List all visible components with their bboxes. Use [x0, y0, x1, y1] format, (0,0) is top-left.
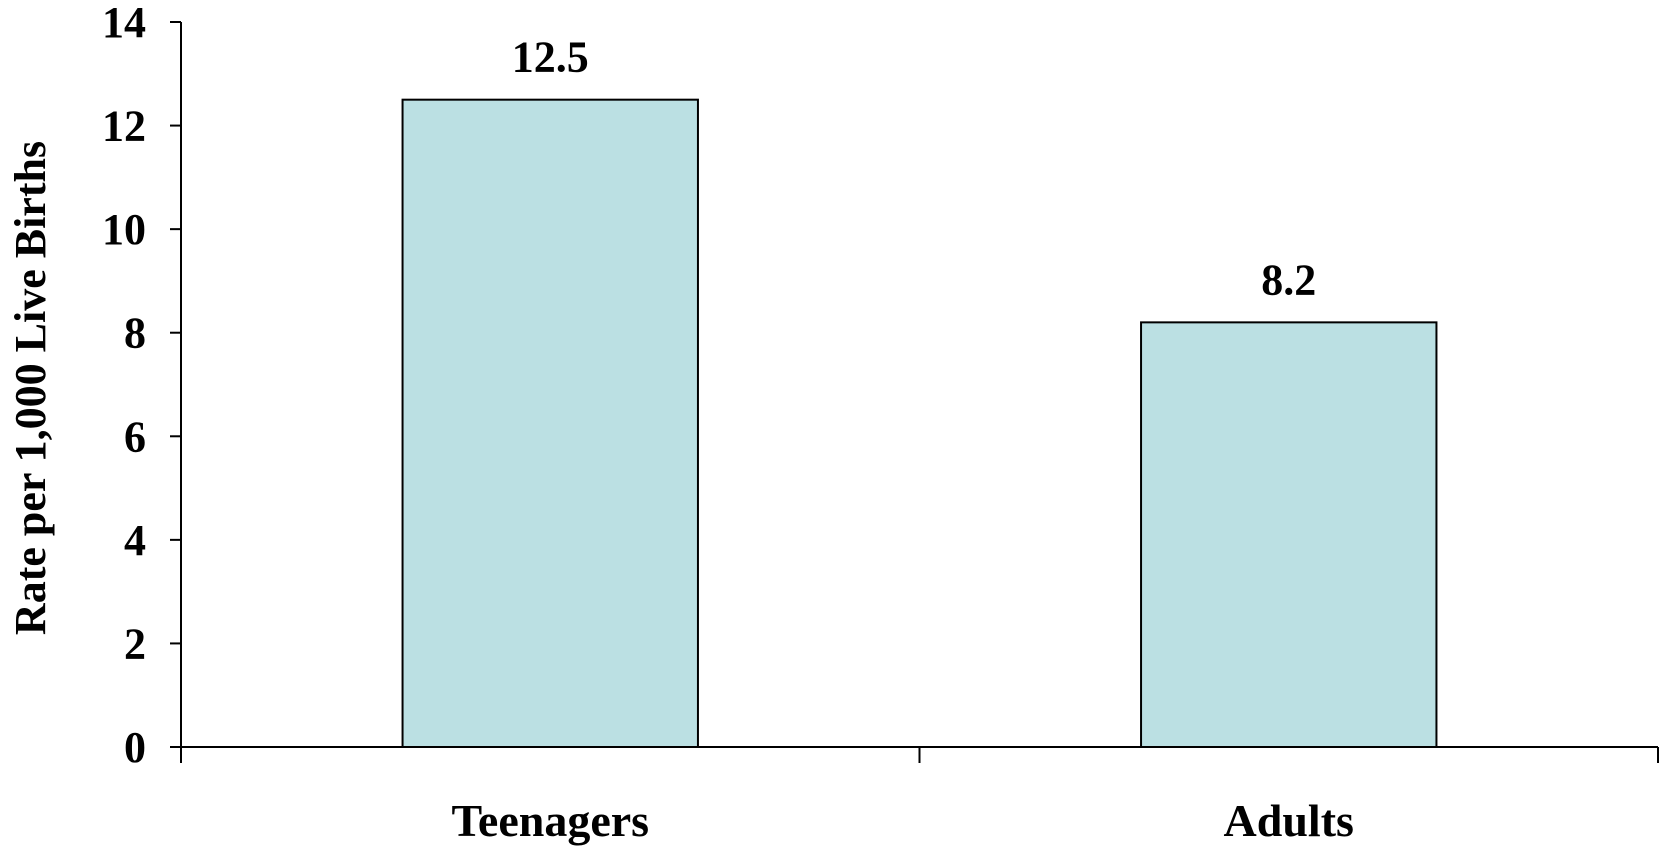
x-category-label: Adults — [1224, 795, 1354, 846]
y-tick-label: 8 — [124, 309, 146, 358]
bar-teenagers — [401, 98, 699, 748]
y-tick-label: 4 — [124, 516, 146, 565]
bars — [401, 98, 1438, 748]
y-axis-ticks: 0 2 4 6 8 10 12 14 — [102, 0, 181, 772]
x-axis-categories: Teenagers Adults — [451, 795, 1354, 846]
data-label-adults: 8.2 — [1261, 255, 1316, 304]
y-tick-label: 6 — [124, 412, 146, 461]
bar-adults — [1140, 321, 1438, 748]
y-tick-label: 12 — [102, 102, 146, 151]
y-axis-label: Rate per 1,000 Live Births — [6, 141, 55, 635]
y-tick-label: 0 — [124, 723, 146, 772]
data-label-teenagers: 12.5 — [512, 33, 589, 82]
y-tick-label: 10 — [102, 205, 146, 254]
y-tick-label: 14 — [102, 0, 146, 47]
x-category-label: Teenagers — [451, 795, 649, 846]
y-tick-label: 2 — [124, 619, 146, 668]
data-labels: 12.5 8.2 — [512, 33, 1317, 305]
